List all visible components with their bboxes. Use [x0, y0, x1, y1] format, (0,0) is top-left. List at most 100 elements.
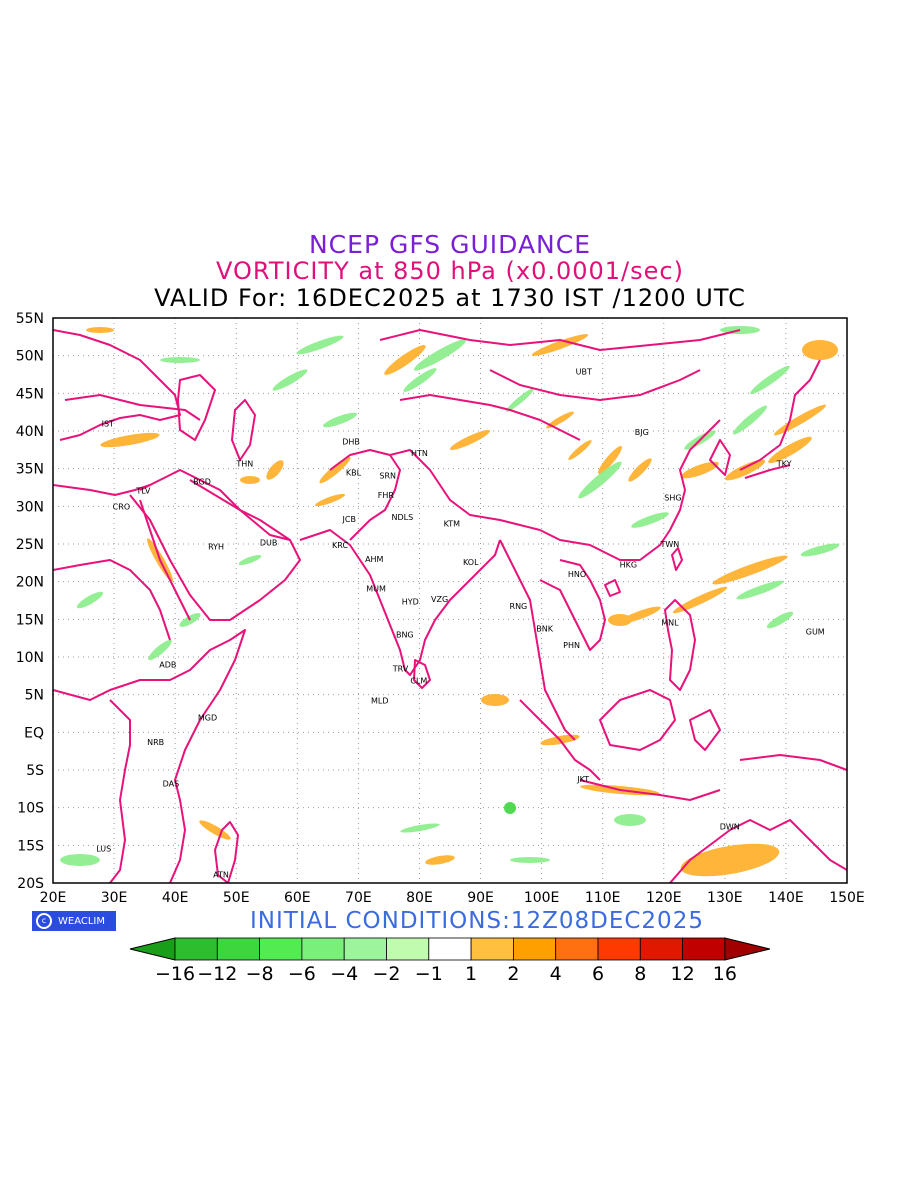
city-label: KBL	[346, 468, 362, 477]
colorbar-label: −6	[288, 963, 316, 985]
city-label: RYH	[208, 542, 224, 551]
city-label: BJG	[635, 428, 649, 437]
lat-tick-label: 10N	[16, 650, 44, 666]
chart-title: NCEP GFS GUIDANCE	[308, 230, 591, 259]
city-label: HYD	[402, 597, 419, 606]
lon-tick-label: 50E	[223, 890, 250, 906]
city-label: VZG	[431, 595, 448, 604]
city-label: KTM	[444, 520, 461, 529]
lat-tick-label: 45N	[16, 386, 44, 402]
initial-conditions: INITIAL CONDITIONS:12Z08DEC2025	[250, 908, 704, 934]
lon-tick-label: 30E	[101, 890, 128, 906]
valid-time: VALID For: 16DEC2025 at 1730 IST /1200 U…	[154, 284, 746, 312]
city-label: TRV	[392, 664, 409, 673]
colorbar-label: −8	[246, 963, 274, 985]
city-label: NRB	[147, 738, 164, 747]
city-label: PHN	[563, 641, 580, 650]
map-frame	[52, 317, 848, 884]
coastlines	[53, 329, 847, 883]
lat-tick-label: 30N	[16, 499, 44, 515]
lat-tick-label: 10S	[17, 801, 44, 817]
city-label: SRN	[379, 471, 396, 480]
lon-tick-label: 130E	[707, 890, 743, 906]
colorbar-box	[513, 937, 557, 961]
axis-ticks: 20E 30E 40E 50E 60E 70E 80E 90E 100E 110E 120E 130E…	[16, 311, 865, 906]
colorbar-label: −2	[372, 963, 400, 985]
colorbar-box	[259, 937, 303, 961]
lon-tick-label: 80E	[406, 890, 433, 906]
colorbar-box	[682, 937, 726, 961]
lon-tick-label: 40E	[162, 890, 189, 906]
colorbar-box	[639, 937, 683, 961]
colorbar-box	[174, 937, 218, 961]
colorbar-box	[216, 937, 261, 961]
city-label: ADB	[159, 661, 176, 670]
weaclim-badge: c WEACLIM	[32, 911, 116, 931]
lat-tick-label: 20S	[17, 876, 44, 892]
copyright-icon: c	[36, 913, 52, 929]
city-label: BNK	[536, 624, 553, 633]
colorbar-arrow-left	[129, 937, 176, 961]
city-label: JKT	[576, 775, 589, 784]
city-label: THN	[235, 459, 253, 468]
city-label: DAS	[163, 780, 180, 789]
city-label: MUM	[366, 584, 386, 593]
colorbar-label: 6	[592, 963, 604, 985]
city-label: LUS	[96, 844, 111, 853]
city-label: CRO	[113, 502, 130, 511]
colorbar-label: −4	[330, 963, 358, 985]
city-label: RNG	[510, 602, 528, 611]
lon-tick-label: 70E	[345, 890, 372, 906]
colorbar-arrow-right	[724, 937, 771, 961]
lat-tick-label: 15N	[16, 612, 44, 628]
colorbar-box	[386, 937, 430, 961]
city-label: KRC	[332, 541, 348, 550]
city-label: DUB	[260, 538, 278, 547]
city-label: MGD	[198, 713, 217, 722]
city-label: CLM	[410, 676, 427, 685]
colorbar-label: 4	[550, 963, 562, 985]
lat-tick-label: EQ	[24, 725, 44, 741]
city-label: HKG	[620, 560, 637, 569]
lon-tick-label: 110E	[585, 890, 621, 906]
city-label: MLD	[371, 697, 389, 706]
colorbar: −16 −12 −8 −6 −4 −2 −1 1 2 4 6 8 12 16	[129, 937, 771, 985]
vorticity-shading	[60, 326, 840, 877]
colorbar-label: 12	[671, 963, 695, 985]
colorbar-box	[470, 937, 514, 961]
colorbar-label: −1	[415, 963, 443, 985]
city-label: ATN	[213, 871, 229, 880]
colorbar-label: −12	[197, 963, 237, 985]
lon-tick-label: 150E	[829, 890, 865, 906]
city-label: KOL	[463, 558, 479, 567]
badge-label: WEACLIM	[58, 915, 106, 927]
lon-tick-label: 100E	[524, 890, 560, 906]
city-label: GUM	[806, 627, 825, 636]
city-label: HTN	[411, 449, 428, 458]
lat-tick-label: 35N	[16, 462, 44, 478]
city-label: DHB	[342, 438, 360, 447]
colorbar-box	[555, 937, 599, 961]
lon-tick-label: 60E	[284, 890, 311, 906]
lon-tick-label: 20E	[40, 890, 67, 906]
vorticity-map: 20E 30E 40E 50E 60E 70E 80E 90E 100E 110E 120E 130E…	[16, 311, 865, 906]
city-label: TWN	[659, 540, 679, 549]
colorbar-box	[343, 937, 387, 961]
lon-tick-label: 90E	[467, 890, 494, 906]
lat-tick-label: 5S	[26, 763, 44, 779]
city-label: UBT	[576, 367, 592, 376]
lat-tick-label: 20N	[16, 575, 44, 591]
city-label: JCB	[342, 515, 356, 524]
lat-tick-label: 5N	[25, 688, 44, 704]
chart-subtitle: VORTICITY at 850 hPa (x0.0001/sec)	[216, 257, 684, 285]
city-label: NDLS	[392, 513, 414, 522]
city-label: DWN	[720, 823, 740, 832]
city-label: TLV	[135, 487, 150, 496]
city-label: MNL	[661, 618, 679, 627]
colorbar-label: 8	[634, 963, 646, 985]
colorbar-label: 1	[465, 963, 477, 985]
colorbar-box	[301, 937, 345, 961]
colorbar-label: 16	[713, 963, 737, 985]
lat-tick-label: 40N	[16, 424, 44, 440]
lat-tick-label: 15S	[17, 838, 44, 854]
